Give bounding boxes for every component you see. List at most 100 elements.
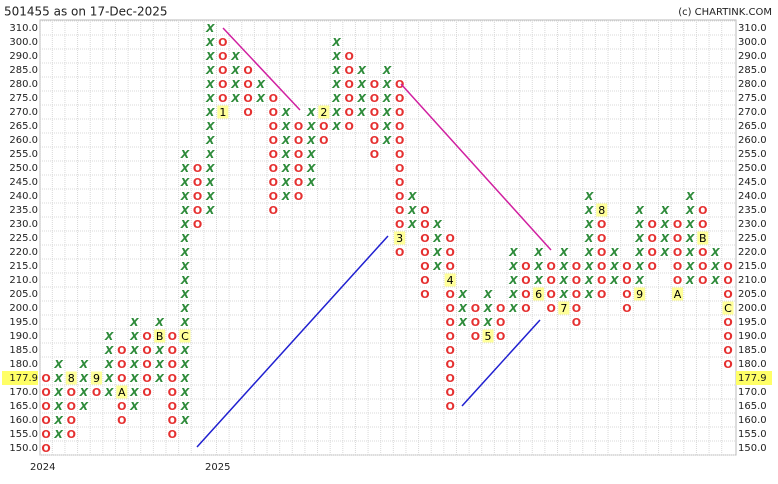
pf-box: O: [41, 372, 50, 385]
pf-box: O: [723, 330, 732, 343]
pf-box: X: [685, 190, 695, 203]
pf-box: O: [193, 176, 202, 189]
pf-box: O: [496, 302, 505, 315]
pf-box: X: [180, 358, 190, 371]
pf-box: X: [331, 106, 341, 119]
y-tick-label: 240.0: [738, 191, 767, 202]
pf-box: O: [193, 218, 202, 231]
pf-box: X: [634, 204, 644, 217]
pf-box: X: [104, 358, 114, 371]
pf-box: X: [180, 148, 190, 161]
last-price-label: 177.9: [738, 373, 767, 384]
pf-box: O: [547, 302, 556, 315]
pf-box: X: [710, 246, 720, 259]
pf-box: X: [180, 400, 190, 413]
pf-box: O: [370, 120, 379, 133]
pf-box: O: [597, 218, 606, 231]
y-tick-label: 280.0: [738, 79, 767, 90]
pf-box: X: [306, 106, 316, 119]
pf-box: X: [205, 50, 215, 63]
pf-box: O: [597, 232, 606, 245]
pf-box: O: [445, 386, 454, 399]
pf-box: O: [294, 162, 303, 175]
pf-box: O: [420, 274, 429, 287]
pf-column: XX: [255, 78, 265, 105]
pf-box: O: [370, 106, 379, 119]
month-marker: 4: [447, 274, 454, 287]
pf-box: O: [521, 274, 530, 287]
x-label: 2025: [205, 462, 230, 473]
y-tick-label: 155.0: [9, 429, 38, 440]
pf-box: O: [445, 372, 454, 385]
month-marker-bg: [482, 329, 494, 343]
pf-box: O: [269, 120, 278, 133]
y-tick-label: 230.0: [9, 219, 38, 230]
pf-box: X: [180, 386, 190, 399]
pf-box: O: [395, 106, 404, 119]
pf-box: X: [634, 274, 644, 287]
pf-box: X: [205, 78, 215, 91]
pf-box: O: [41, 400, 50, 413]
pf-box: O: [521, 288, 530, 301]
pf-box: O: [41, 428, 50, 441]
y-tick-label: 255.0: [9, 149, 38, 160]
pf-box: O: [723, 288, 732, 301]
pf-box: X: [306, 134, 316, 147]
pf-box: X: [180, 372, 190, 385]
pf-box: X: [432, 218, 442, 231]
pf-box: X: [382, 92, 392, 105]
pf-box: X: [382, 134, 392, 147]
pf-box: O: [395, 190, 404, 203]
pf-box: X: [104, 386, 114, 399]
pf-box: X: [331, 92, 341, 105]
pf-box: X: [129, 330, 139, 343]
pf-box: X: [306, 162, 316, 175]
pf-box: X: [129, 400, 139, 413]
pf-column: XXX: [407, 190, 417, 231]
pf-box: X: [205, 22, 215, 35]
pf-box: X: [382, 78, 392, 91]
pf-box: O: [269, 134, 278, 147]
pf-box: O: [168, 414, 177, 427]
y-tick-label: 255.0: [738, 149, 767, 160]
y-tick-label: 285.0: [9, 65, 38, 76]
pf-box: O: [572, 260, 581, 273]
pf-box: X: [230, 92, 240, 105]
pf-box: O: [117, 358, 126, 371]
y-tick-label: 200.0: [738, 303, 767, 314]
pf-box: X: [407, 218, 417, 231]
pf-box: O: [344, 92, 353, 105]
pf-box: O: [142, 344, 151, 357]
pf-box: X: [230, 50, 240, 63]
pf-box: O: [370, 92, 379, 105]
month-marker-bg: [179, 329, 191, 343]
pf-box: O: [547, 260, 556, 273]
pf-box: O: [572, 288, 581, 301]
y-tick-label: 275.0: [738, 93, 767, 104]
month-marker-bg: [596, 203, 608, 217]
pf-box: O: [319, 134, 328, 147]
pf-box: X: [281, 148, 291, 161]
pf-box: O: [193, 204, 202, 217]
pf-box: O: [673, 274, 682, 287]
pf-box: X: [180, 302, 190, 315]
last-price-bg: [736, 371, 772, 385]
pf-box: X: [180, 232, 190, 245]
pf-box: O: [395, 148, 404, 161]
pf-box: O: [471, 302, 480, 315]
pf-box: O: [521, 260, 530, 273]
y-tick-label: 270.0: [738, 107, 767, 118]
pf-box: O: [344, 78, 353, 91]
pf-box: O: [698, 218, 707, 231]
